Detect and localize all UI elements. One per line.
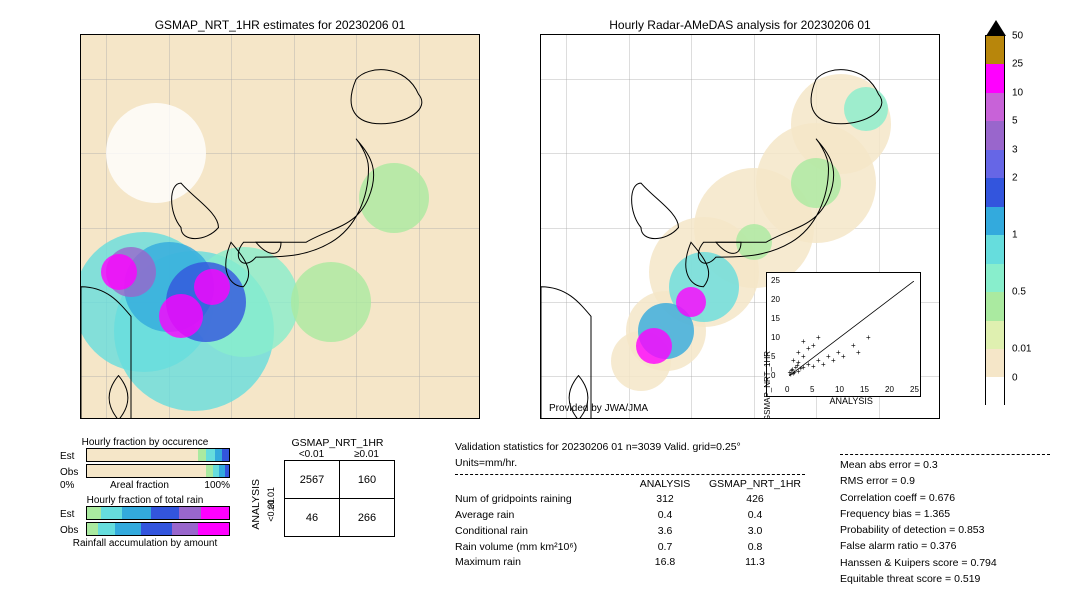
occurrence-title: Hourly fraction by occurence: [60, 437, 230, 448]
metric-row: Mean abs error = 0.3: [840, 457, 1050, 473]
cont-cell-10: 46: [285, 499, 340, 537]
inset-ylabel: GSMAP_NRT_1HR: [763, 351, 772, 420]
validation-row: Maximum rain16.811.3: [455, 555, 805, 571]
cont-col-0: <0.01: [284, 449, 339, 460]
colorbar-label: 0.5: [1012, 287, 1026, 298]
metric-row: Correlation coeff = 0.676: [840, 490, 1050, 506]
metric-row: False alarm ratio = 0.376: [840, 538, 1050, 554]
metric-row: Frequency bias = 1.365: [840, 506, 1050, 522]
contingency-panel: GSMAP_NRT_1HR ANALYSIS <0.01 ≥0.01 ≥0.01…: [250, 437, 395, 560]
occurrence-panel: Hourly fraction by occurence Est Obs 0% A…: [60, 437, 230, 549]
metric-row: Probability of detection = 0.853: [840, 522, 1050, 538]
colorbar-label: 5: [1012, 116, 1018, 127]
colorbar-segment: [986, 93, 1004, 121]
colorbar-segment: [986, 321, 1004, 349]
validation-row: Average rain0.40.4: [455, 508, 805, 524]
cont-cell-11: 266: [340, 499, 395, 537]
validation-col1: ANALYSIS: [625, 477, 705, 493]
colorbar-label: 0: [1012, 372, 1018, 383]
left-map-panel: 120°E125°E130°E135°E140°E145°E25°N30°N35…: [80, 34, 480, 419]
validation-row: Conditional rain3.63.0: [455, 524, 805, 540]
colorbar-segment: [986, 349, 1004, 377]
colorbar-segment: [986, 235, 1004, 263]
frac-bar: [86, 522, 230, 536]
metric-row: Hanssen & Kuipers score = 0.794: [840, 555, 1050, 571]
colorbar-segment: [986, 121, 1004, 149]
metrics-panel: Mean abs error = 0.3RMS error = 0.9Corre…: [840, 452, 1050, 587]
occ-axis-label: Areal fraction: [110, 480, 169, 491]
cont-cell-01: 160: [340, 461, 395, 499]
totalrain-title: Hourly fraction of total rain: [60, 495, 230, 506]
colorbar-segment: [986, 292, 1004, 320]
validation-row: Num of gridpoints raining312426: [455, 492, 805, 508]
inset-xlabel: ANALYSIS: [830, 396, 873, 406]
left-map-title: GSMAP_NRT_1HR estimates for 20230206 01: [80, 18, 480, 32]
right-map-title: Hourly Radar-AMeDAS analysis for 2023020…: [540, 18, 940, 32]
colorbar-label: 3: [1012, 144, 1018, 155]
colorbar-segment: [986, 178, 1004, 206]
frac-bar: [86, 448, 230, 462]
colorbar-label: 25: [1012, 59, 1023, 70]
cont-row-1: <0.01: [266, 499, 284, 522]
validation-panel: Validation statistics for 20230206 01 n=…: [455, 440, 805, 571]
colorbar-label: 1: [1012, 230, 1018, 241]
colorbar-label: 10: [1012, 87, 1023, 98]
inset-scatter: ++++++++++++++++++++++++++++++0055101015…: [766, 272, 921, 397]
metric-row: RMS error = 0.9: [840, 473, 1050, 489]
colorbar-arrow: [986, 20, 1006, 36]
colorbar-label: 50: [1012, 31, 1023, 42]
validation-col2: GSMAP_NRT_1HR: [705, 477, 805, 493]
metric-row: Equitable threat score = 0.519: [840, 571, 1050, 587]
right-map-panel: Provided by JWA/JMA 120°E125°E130°E135°E…: [540, 34, 940, 419]
colorbar-segment: [986, 207, 1004, 235]
colorbar: 50251053210.50.010: [985, 35, 1005, 405]
colorbar-label: 2: [1012, 173, 1018, 184]
colorbar-segment: [986, 150, 1004, 178]
frac-bar: [86, 506, 230, 520]
cont-col-1: ≥0.01: [339, 449, 394, 460]
frac-row-label: Est: [60, 451, 82, 462]
totalrain-footer: Rainfall accumulation by amount: [60, 538, 230, 549]
cont-cell-00: 2567: [285, 461, 340, 499]
colorbar-label: 0.01: [1012, 344, 1031, 355]
occ-axis-left: 0%: [60, 480, 74, 491]
colorbar-segment: [986, 264, 1004, 292]
frac-row-label: Est: [60, 509, 82, 520]
colorbar-segment: [986, 36, 1004, 64]
validation-header: Validation statistics for 20230206 01 n=…: [455, 440, 805, 472]
frac-bar: [86, 464, 230, 478]
contingency-table: 2567160 46266: [284, 460, 395, 537]
occ-axis-right: 100%: [204, 480, 230, 491]
contingency-row-header: ANALYSIS: [250, 479, 262, 530]
frac-row-label: Obs: [60, 525, 82, 536]
colorbar-segment: [986, 377, 1004, 405]
colorbar-segment: [986, 64, 1004, 92]
contingency-col-header: GSMAP_NRT_1HR: [280, 437, 395, 449]
validation-row: Rain volume (mm km²10⁶)0.70.8: [455, 540, 805, 556]
frac-row-label: Obs: [60, 467, 82, 478]
right-map-container: Hourly Radar-AMeDAS analysis for 2023020…: [540, 18, 940, 419]
left-map-container: GSMAP_NRT_1HR estimates for 20230206 01 …: [80, 18, 480, 419]
